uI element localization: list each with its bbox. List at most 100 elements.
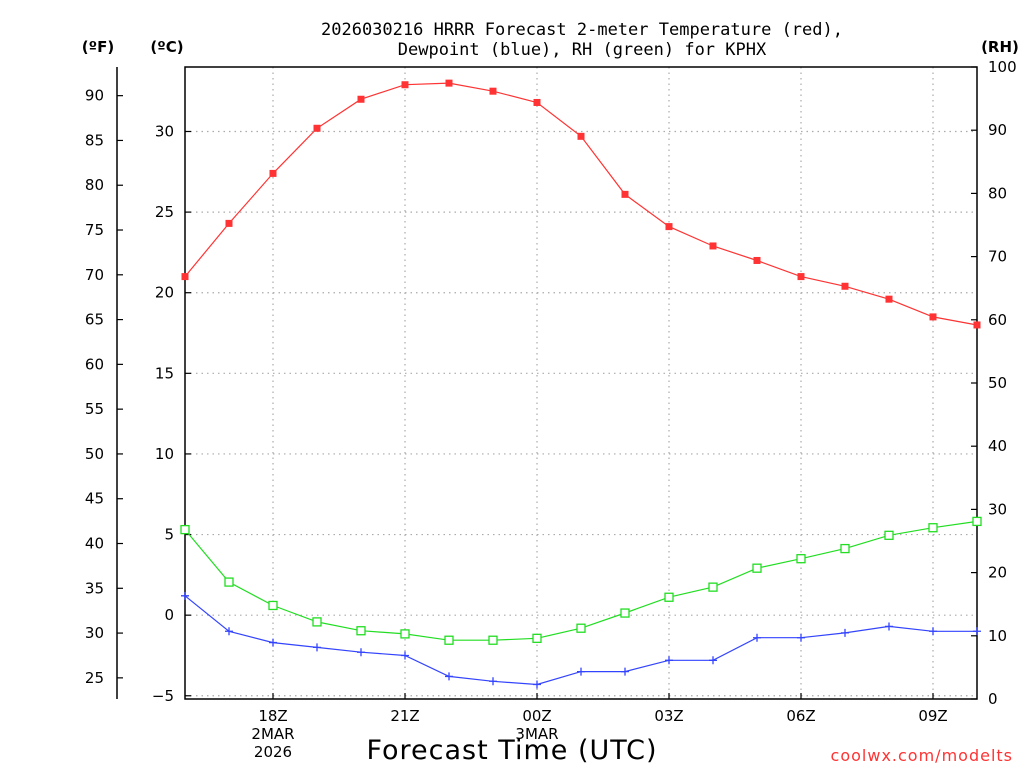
- grid-lines: [185, 67, 977, 699]
- dewpoint-point: [533, 680, 541, 689]
- temperature-point: [489, 87, 497, 95]
- rh-point: [708, 582, 718, 592]
- fahrenheit-tick-label: 80: [85, 176, 104, 194]
- fahrenheit-tick-label: 90: [85, 87, 104, 105]
- rh-tick-label: 20: [988, 564, 1007, 582]
- temperature-point: [841, 282, 849, 290]
- rh-point: [312, 617, 322, 627]
- fahrenheit-tick-label: 70: [85, 266, 104, 284]
- chart-title-line2: Dewpoint (blue), RH (green) for KPHX: [398, 40, 767, 60]
- axes: 25 30 35 40 45 50 55 60 65 70 75 80 85 90 −5 0 5 10 15 20 25…: [85, 58, 1017, 761]
- celsius-tick-label: 25: [155, 203, 174, 221]
- temperature-point: [973, 321, 981, 329]
- rh-line: [184, 520, 978, 641]
- dewpoint-point: [445, 672, 453, 681]
- rh-tick-label: 60: [988, 311, 1007, 329]
- x-tick-label: 06Z: [786, 707, 815, 725]
- rh-point: [972, 516, 982, 527]
- temperature-point: [709, 242, 717, 250]
- rh-tick-label: 80: [988, 184, 1007, 202]
- dewpoint-point: [181, 591, 189, 600]
- x-tick-label: 2MAR: [251, 725, 294, 743]
- series-layer: [180, 79, 982, 689]
- fahrenheit-tick-label: 60: [85, 355, 104, 373]
- temperature-point: [929, 313, 937, 321]
- rh-tick-label: 90: [988, 121, 1007, 139]
- celsius-tick-label: 10: [155, 445, 174, 463]
- temperature-point: [269, 169, 277, 177]
- rh-point: [796, 554, 806, 564]
- x-tick-label: 18Z: [258, 707, 287, 725]
- rh-tick-label: 10: [988, 627, 1007, 645]
- rh-point: [752, 563, 762, 573]
- rh-point: [840, 543, 850, 554]
- rh-tick-label: 50: [988, 374, 1007, 392]
- x-axis-label: Forecast Time (UTC): [366, 735, 657, 766]
- fahrenheit-tick-label: 45: [85, 490, 104, 508]
- dewpoint-point: [577, 667, 585, 676]
- dewpoint-point: [357, 648, 365, 657]
- rh-point: [180, 524, 190, 535]
- fahrenheit-tick-label: 55: [85, 400, 104, 418]
- dewpoint-point: [665, 656, 673, 665]
- temperature-point: [313, 124, 321, 132]
- dewpoint-point: [753, 633, 761, 642]
- rh-point: [928, 523, 938, 533]
- rh-tick-label: 0: [988, 690, 998, 708]
- rh-tick-label: 40: [988, 437, 1007, 455]
- celsius-tick-label: 0: [164, 606, 174, 624]
- celsius-tick-label: 20: [155, 284, 174, 302]
- rh-tick-label: 30: [988, 500, 1007, 518]
- temperature-point: [445, 79, 453, 87]
- x-tick-label: 00Z: [522, 707, 551, 725]
- dewpoint-point: [797, 633, 805, 642]
- rh-point: [224, 577, 234, 587]
- x-tick-label: 2026: [254, 743, 292, 761]
- dewpoint-point: [225, 627, 233, 636]
- rh-tick-label: 70: [988, 248, 1007, 266]
- fahrenheit-tick-label: 35: [85, 579, 104, 597]
- celsius-tick-label: 15: [155, 364, 174, 382]
- x-tick-label: 03Z: [654, 707, 683, 725]
- dewpoint-point: [929, 627, 937, 636]
- rh-point: [400, 629, 410, 639]
- temperature-point: [181, 273, 189, 281]
- plot-frame: [184, 66, 978, 700]
- temperature-point: [533, 98, 541, 106]
- temperature-point: [577, 132, 585, 140]
- dewpoint-point: [313, 643, 321, 652]
- temperature-point: [621, 190, 629, 198]
- dewpoint-point: [269, 638, 277, 647]
- temperature-line: [184, 82, 978, 326]
- x-tick-label: 09Z: [918, 707, 947, 725]
- temperature-point: [797, 273, 805, 281]
- celsius-tick-label: 5: [164, 526, 174, 544]
- rh-unit-label: (RH): [981, 38, 1019, 56]
- temperature-point: [885, 295, 893, 303]
- fahrenheit-tick-label: 75: [85, 221, 104, 239]
- temperature-point: [357, 95, 365, 103]
- rh-point: [664, 592, 674, 602]
- fahrenheit-tick-label: 25: [85, 669, 104, 687]
- fahrenheit-tick-label: 85: [85, 131, 104, 149]
- fahrenheit-tick-label: 40: [85, 535, 104, 553]
- dewpoint-point: [885, 622, 893, 631]
- celsius-tick-label: 30: [155, 122, 174, 140]
- dewpoint-point: [401, 651, 409, 660]
- rh-point: [488, 635, 498, 645]
- credit-label: coolwx.com/modelts: [831, 746, 1013, 765]
- rh-point: [884, 530, 894, 540]
- dewpoint-point: [709, 656, 717, 665]
- celsius-tick-label: −5: [152, 687, 174, 705]
- chart-title-line1: 2026030216 HRRR Forecast 2-meter Tempera…: [321, 20, 843, 40]
- rh-point: [620, 608, 630, 618]
- dewpoint-point: [489, 677, 497, 686]
- temperature-point: [665, 223, 673, 231]
- dewpoint-point: [621, 667, 629, 676]
- celsius-unit-label: (ºC): [150, 38, 183, 56]
- fahrenheit-tick-label: 65: [85, 311, 104, 329]
- rh-point: [576, 623, 586, 633]
- fahrenheit-tick-label: 50: [85, 445, 104, 463]
- x-tick-label: 21Z: [390, 707, 419, 725]
